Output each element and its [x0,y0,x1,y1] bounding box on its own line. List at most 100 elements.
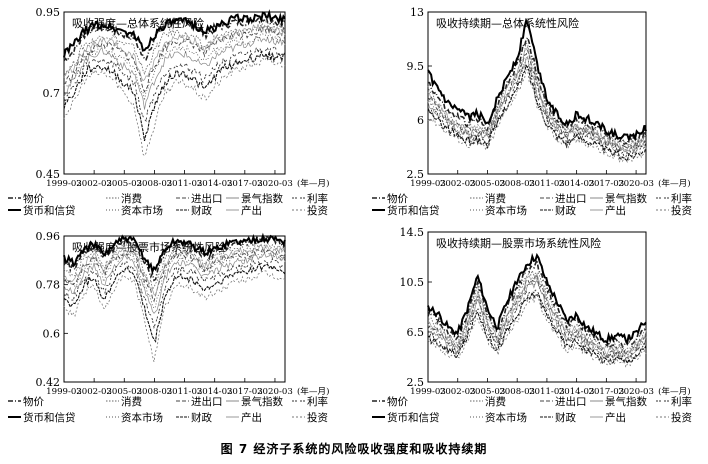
y-tick-label: 14.5 [400,226,425,239]
series-line [63,9,286,58]
legend-label: 投资 [671,411,692,424]
legend-label: 进出口 [191,192,223,205]
x-tick-label: 2017-03 [589,387,625,397]
legend-label: 进出口 [191,395,223,408]
x-tick-label: 1999-03 [410,179,446,189]
x-tick-label: 2008-03 [499,179,535,189]
legend-label: 景气指数 [241,395,283,408]
x-tick-label: 2020-03 [257,387,293,397]
legend-label: 利率 [671,192,692,205]
legend-label: 财政 [191,204,212,217]
x-tick-label: 2008-03 [499,387,535,397]
legend-label: 产出 [605,204,626,217]
y-tick-label: 13 [410,6,424,19]
legend-label: 进出口 [555,192,587,205]
x-axis-unit-label: (年—月) [297,177,330,189]
y-tick-label: 2.5 [407,168,425,181]
y-tick-label: 2.5 [407,376,425,389]
panel-title: 吸收持续期—总体系统性风险 [436,16,579,30]
legend-label: 货币和信贷 [387,204,440,217]
series-line [63,263,286,343]
x-tick-label: 2014-03 [559,179,595,189]
legend-label: 资本市场 [485,411,527,424]
series-line [63,246,286,303]
series-line [427,45,647,152]
series-line [427,57,647,155]
y-tick-label: 0.95 [36,6,61,19]
series-line [427,36,647,146]
legend-label: 利率 [307,395,328,408]
x-tick-label: 1999-03 [46,387,82,397]
y-tick-label: 0.6 [43,327,61,340]
series-line [427,17,647,143]
y-tick-label: 0.7 [43,87,61,100]
series-line [427,69,647,163]
legend-label: 货币和信贷 [23,411,76,424]
series-line [63,57,286,157]
series-line [427,279,647,360]
x-tick-label: 2005-03 [470,179,506,189]
y-tick-label: 6 [417,114,424,127]
legend-label: 利率 [307,192,328,205]
series-line [427,294,647,369]
x-tick-label: 2002-03 [440,179,476,189]
plot-frame [427,11,647,175]
series-line [427,252,647,345]
x-tick-label: 1999-03 [46,179,82,189]
legend-label: 产出 [241,204,262,217]
series-line [63,242,286,291]
legend-label: 资本市场 [121,204,163,217]
legend-label: 消费 [121,395,142,408]
series-line [63,45,286,122]
legend-label: 物价 [23,395,44,408]
series-line [427,64,647,162]
legend-label: 投资 [307,411,328,424]
x-tick-label: 2008-03 [137,179,173,189]
series-line [63,249,286,309]
x-tick-label: 2011-03 [167,387,203,397]
x-tick-label: 2005-03 [106,179,142,189]
y-tick-label: 9.5 [407,60,425,73]
series-line [63,243,286,297]
series-line [63,35,286,110]
x-tick-label: 2020-03 [618,179,654,189]
x-tick-label: 2017-03 [589,179,625,189]
legend-label: 资本市场 [485,204,527,217]
x-tick-label: 2002-03 [76,179,112,189]
x-tick-label: 2011-03 [167,179,203,189]
legend-label: 消费 [485,395,506,408]
legend-label: 进出口 [555,395,587,408]
x-tick-label: 2014-03 [197,179,233,189]
plot-frame [63,235,286,383]
x-tick-label: 2017-03 [227,179,263,189]
legend-label: 货币和信贷 [23,204,76,217]
figure-caption: 图 7 经济子系统的风险吸收强度和吸收持续期 [220,442,488,456]
series-line [427,257,647,349]
y-tick-label: 0.78 [36,279,61,292]
series-line [63,257,286,330]
x-axis-unit-label: (年—月) [658,385,691,397]
x-tick-label: 2005-03 [106,387,142,397]
series-line [63,251,286,314]
legend-label: 产出 [605,411,626,424]
legend-label: 财政 [191,411,212,424]
y-tick-label: 6.5 [407,326,425,339]
series-line [427,273,647,356]
x-tick-label: 1999-03 [410,387,446,397]
x-tick-label: 2011-03 [529,387,565,397]
x-axis-unit-label: (年—月) [658,177,691,189]
series-line [428,289,647,362]
legend-label: 投资 [307,204,328,217]
legend-label: 消费 [485,192,506,205]
legend-label: 物价 [23,192,44,205]
x-tick-label: 2002-03 [76,387,112,397]
x-tick-label: 2017-03 [227,387,263,397]
x-tick-label: 2002-03 [440,387,476,397]
legend-label: 利率 [671,395,692,408]
series-line [63,270,286,362]
legend-label: 资本市场 [121,411,163,424]
y-tick-label: 0.45 [36,168,61,181]
legend-label: 消费 [121,192,142,205]
x-tick-label: 2005-03 [470,387,506,397]
